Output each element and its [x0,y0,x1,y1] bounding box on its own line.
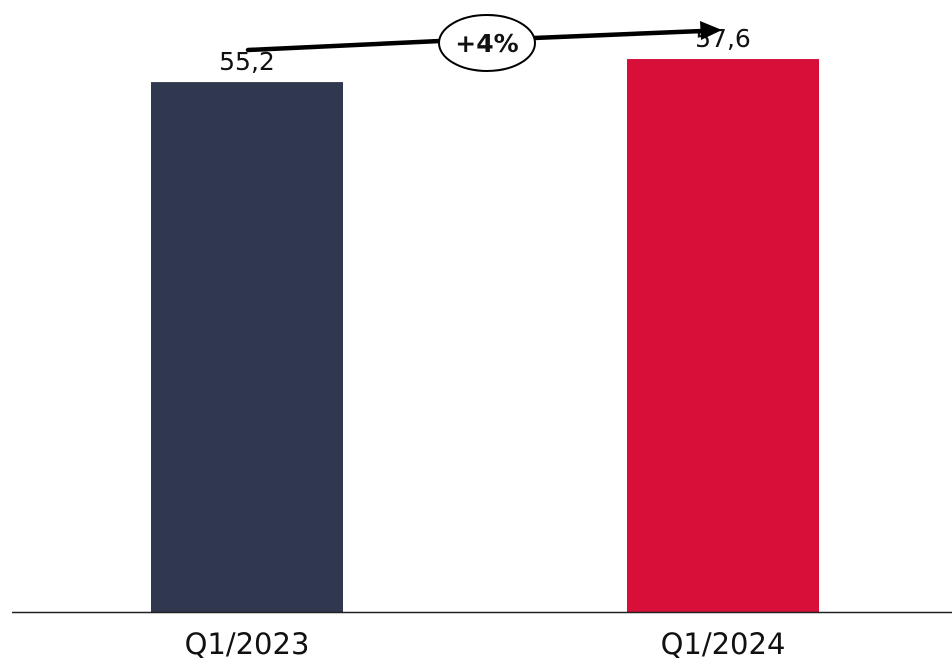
category-label-group: Q1/2023 Q1/2024 [185,627,786,661]
growth-badge-label: +4% [455,29,518,58]
growth-badge-ellipse [438,14,536,72]
x-tick-label: Q1/2024 [661,627,786,661]
bar-group [151,59,819,613]
growth-arrow-line-right [531,28,705,41]
bar-q1-2023 [151,82,343,612]
growth-arrow-head [700,21,722,40]
x-tick-label: Q1/2023 [185,627,310,661]
growth-arrow-line-left [245,38,443,53]
bar-q1-2024 [627,59,819,613]
growth-annotation: +4% [245,14,722,72]
